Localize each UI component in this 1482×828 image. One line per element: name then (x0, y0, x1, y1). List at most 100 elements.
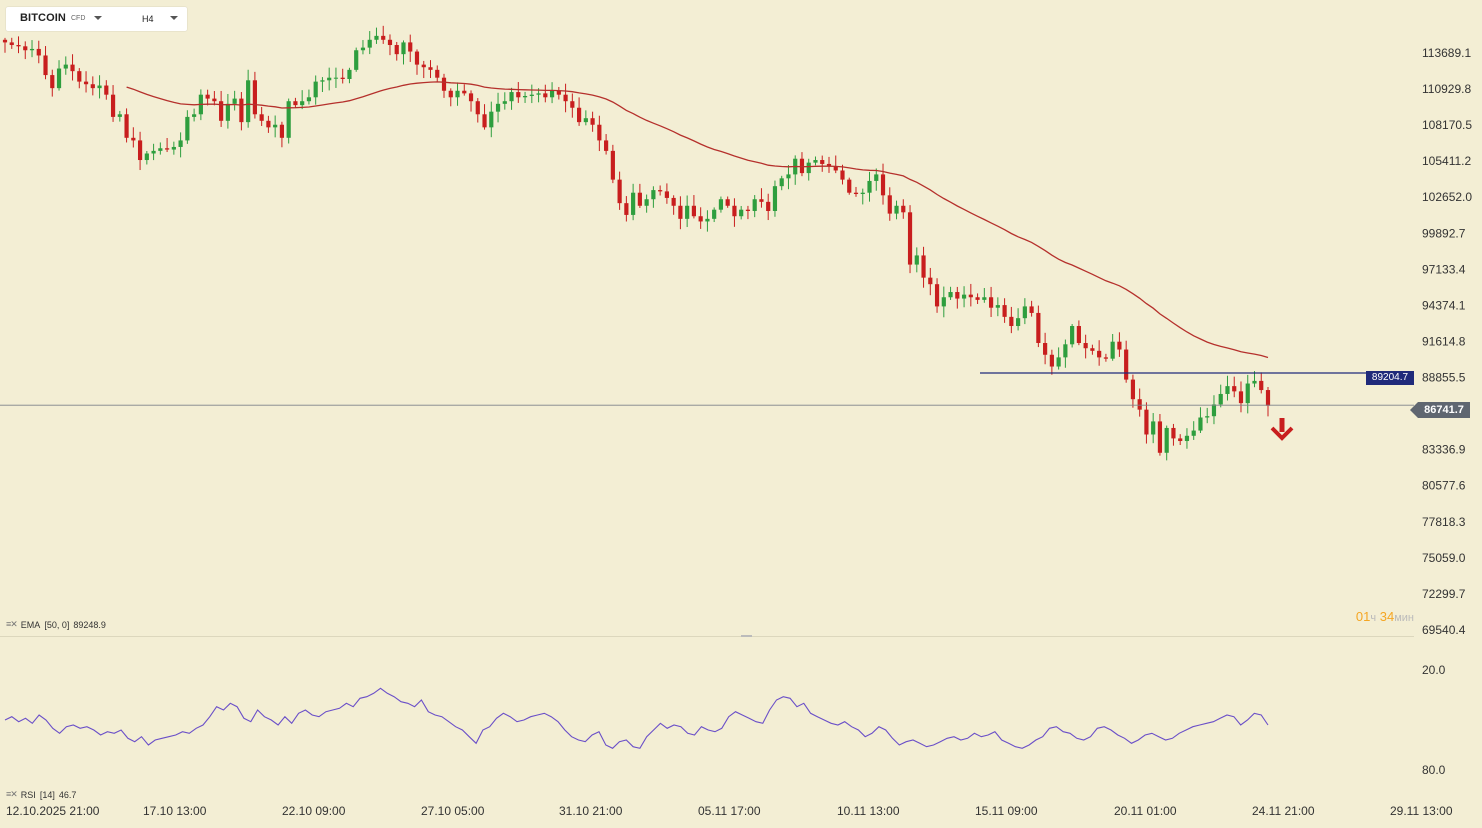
bullish-candle (529, 94, 534, 96)
bullish-candle (360, 47, 366, 51)
pane-separator[interactable] (0, 636, 1414, 637)
indicator-menu-icon[interactable]: ≡✕ (6, 789, 18, 799)
bullish-candle (63, 64, 68, 69)
bearish-candle (205, 94, 210, 99)
bullish-candle (56, 68, 62, 89)
bearish-candle (1043, 342, 1048, 355)
x-axis-tick-label: 22.10 09:00 (282, 804, 346, 818)
bullish-candle (489, 111, 494, 128)
ema-layer (126, 81, 1269, 359)
bullish-candle (860, 192, 865, 195)
x-axis-tick-label: 17.10 13:00 (143, 804, 207, 818)
bullish-candle (867, 180, 872, 193)
timer-minutes-unit: мин (1394, 612, 1414, 624)
bullish-candle (1070, 326, 1075, 345)
bullish-candle (549, 90, 555, 98)
ema-value: 89248.9 (73, 619, 106, 630)
y-axis-tick-label: 77818.3 (1422, 515, 1466, 529)
bearish-candle (1137, 399, 1142, 410)
bullish-candle (752, 199, 757, 211)
rsi-line (4, 687, 1269, 749)
bearish-candle (435, 69, 440, 78)
y-axis-tick-label: 99892.7 (1422, 226, 1466, 240)
indicator-menu-icon[interactable]: ≡✕ (6, 619, 18, 629)
bearish-candle (556, 90, 561, 95)
bullish-candle (1205, 416, 1210, 418)
y-axis-tick-label: 80577.6 (1422, 479, 1466, 493)
symbol-name[interactable]: BITCOIN (20, 12, 66, 24)
bullish-candle (354, 50, 359, 70)
ema-params: [50, 0] (44, 619, 70, 630)
bullish-candle (29, 48, 35, 51)
bearish-candle (252, 80, 257, 115)
horizontal-line-price-label[interactable]: 89204.7 (1366, 371, 1414, 385)
bearish-candle (1259, 380, 1264, 391)
symbol-dropdown-icon[interactable] (94, 16, 102, 20)
bearish-candle (1002, 305, 1007, 317)
bearish-candle (637, 192, 642, 206)
y-axis-tick-label: 97133.4 (1422, 262, 1466, 276)
bearish-candle (441, 77, 447, 91)
bullish-candle (232, 98, 237, 104)
bullish-candle (1225, 386, 1230, 394)
bearish-candle (394, 45, 399, 55)
bearish-candle (766, 201, 771, 211)
bullish-candle (806, 162, 811, 174)
bearish-candle (907, 212, 913, 265)
arrow-layer (1270, 418, 1294, 441)
hline-layer (0, 372, 1414, 406)
bearish-candle (921, 255, 926, 278)
bearish-candle (759, 199, 764, 202)
bullish-candle (151, 150, 156, 154)
timeframe-dropdown-icon[interactable] (170, 16, 178, 20)
symbol-selector-bar[interactable]: BITCOIN CFD H4 (6, 7, 187, 31)
bullish-candle (1198, 417, 1203, 431)
bearish-candle (43, 55, 48, 76)
ema-name: EMA (20, 619, 41, 630)
bullish-candle (171, 146, 176, 150)
bearish-candle (131, 137, 136, 141)
bullish-candle (982, 297, 987, 300)
y-axis-tick-label: 94374.1 (1422, 298, 1466, 312)
bullish-candle (1252, 380, 1257, 384)
bearish-candle (678, 205, 683, 219)
bearish-candle (698, 216, 703, 222)
bearish-candle (1036, 312, 1041, 343)
bullish-candle (705, 218, 710, 222)
bearish-candle (901, 205, 906, 213)
x-axis-tick-label: 10.11 13:00 (837, 804, 900, 818)
rsi-indicator-label[interactable]: ≡✕ RSI [14] 46.7 (6, 789, 76, 800)
pane-resize-handle[interactable] (741, 635, 752, 637)
bearish-candle (988, 297, 994, 308)
bullish-candle (401, 42, 406, 55)
bearish-candle (1232, 386, 1237, 392)
bullish-candle (1110, 341, 1115, 359)
bearish-candle (1049, 354, 1054, 367)
ema-indicator-label[interactable]: ≡✕ EMA [50, 0] 89248.9 (6, 619, 106, 630)
bullish-candle (1056, 357, 1061, 367)
rsi-layer (4, 687, 1269, 749)
bearish-candle (1265, 390, 1271, 406)
rsi-params: [14] (39, 789, 55, 800)
bearish-candle (1130, 379, 1136, 400)
bullish-candle (97, 85, 102, 89)
bearish-candle (124, 114, 129, 138)
bearish-candle (1103, 357, 1108, 359)
rsi-value: 46.7 (58, 789, 77, 800)
bearish-candle (137, 140, 143, 161)
bearish-candle (70, 64, 75, 72)
bearish-candle (543, 93, 548, 98)
timeframe-value[interactable]: H4 (142, 14, 154, 24)
bearish-candle (820, 160, 825, 164)
bullish-candle (772, 186, 778, 211)
bullish-candle (246, 80, 251, 123)
bullish-candle (914, 255, 919, 265)
bullish-candle (941, 297, 946, 307)
bullish-candle (961, 294, 967, 299)
bearish-candle (934, 284, 940, 307)
bullish-candle (1164, 427, 1169, 453)
bearish-candle (826, 163, 832, 167)
bearish-candle (617, 179, 622, 204)
bullish-candle (1016, 318, 1021, 327)
